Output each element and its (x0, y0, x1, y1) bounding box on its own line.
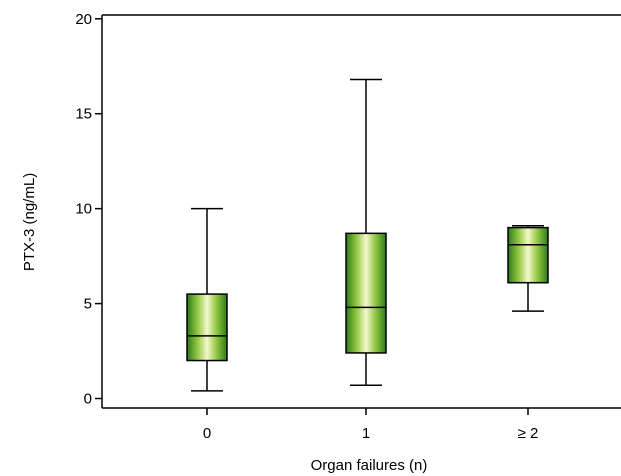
x-tick-label: 1 (362, 425, 370, 442)
iqr-box (345, 232, 387, 354)
y-axis: 0 5 10 15 20 (75, 11, 621, 408)
y-tick-label: 5 (84, 296, 92, 313)
boxes (186, 78, 549, 392)
y-tick-label: 15 (75, 106, 92, 123)
x-axis-title: Organ failures (n) (311, 457, 428, 474)
y-tick-label: 20 (75, 11, 92, 28)
iqr-box (186, 293, 228, 362)
x-tick-label: ≥ 2 (518, 425, 539, 442)
y-axis-title: PTX-3 (ng/mL) (21, 173, 38, 271)
iqr-box (507, 226, 549, 284)
y-tick-label: 10 (75, 201, 92, 218)
box-group (345, 78, 387, 386)
y-tick-label: 0 (84, 391, 92, 408)
box-group (507, 224, 549, 312)
box-group (186, 207, 228, 392)
x-tick-label: 0 (203, 425, 211, 442)
x-axis: 0 1 ≥ 2 (102, 407, 621, 442)
